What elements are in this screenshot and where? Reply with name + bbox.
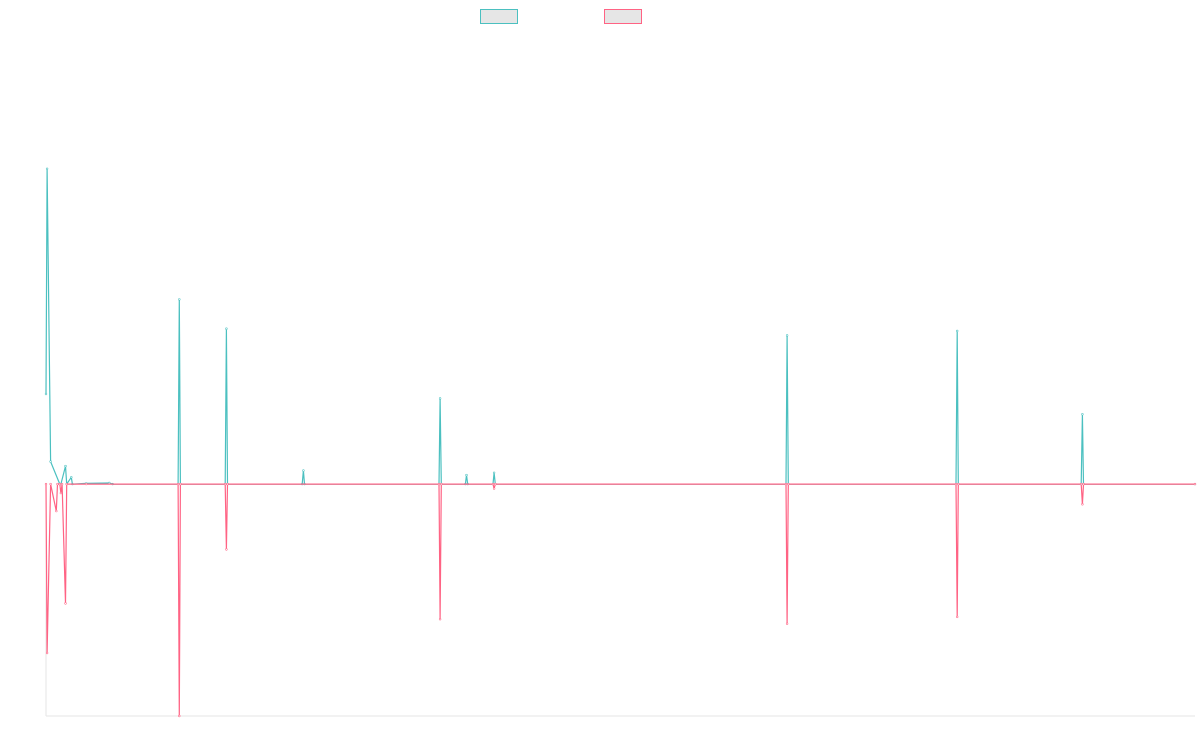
series-1-point[interactable]	[45, 167, 49, 171]
series-1-point[interactable]	[465, 473, 468, 477]
series-2-point[interactable]	[957, 482, 960, 486]
series-1-point[interactable]	[785, 334, 789, 337]
series-1-point[interactable]	[492, 471, 496, 474]
series-2-point[interactable]	[494, 482, 497, 486]
legend-swatch-series-2	[604, 9, 642, 24]
series-2-point[interactable]	[785, 622, 789, 625]
series-2-point[interactable]	[60, 482, 64, 486]
series-2-point[interactable]	[787, 482, 790, 486]
series-1-point[interactable]	[955, 329, 959, 333]
legend-item-series-2[interactable]	[604, 9, 642, 24]
series-2-point[interactable]	[492, 487, 496, 490]
series-2-point[interactable]	[1079, 482, 1083, 486]
series-2-point[interactable]	[49, 482, 52, 486]
series-2-point[interactable]	[45, 651, 49, 655]
series-2-point[interactable]	[1082, 482, 1085, 486]
legend-swatch-series-1	[480, 9, 518, 24]
series-2-point[interactable]	[64, 602, 67, 605]
series-2-point[interactable]	[178, 714, 181, 718]
series-1-point[interactable]	[438, 397, 442, 400]
series-2-point[interactable]	[1193, 482, 1197, 486]
series-2-point[interactable]	[65, 482, 68, 486]
series-1-point[interactable]	[64, 464, 67, 468]
series-2-point[interactable]	[955, 615, 959, 619]
series-2-point[interactable]	[438, 617, 442, 621]
series-2-point[interactable]	[84, 482, 88, 486]
chart-legend	[0, 9, 1200, 27]
series-2-point[interactable]	[55, 509, 58, 513]
series-2-point[interactable]	[56, 482, 59, 486]
series-2-point[interactable]	[176, 482, 180, 486]
series-2-point[interactable]	[954, 482, 958, 486]
series-2-point[interactable]	[179, 482, 182, 486]
series-1-point[interactable]	[225, 327, 228, 330]
series-1-point[interactable]	[70, 476, 73, 479]
series-1-point[interactable]	[302, 469, 305, 472]
series-1-point[interactable]	[49, 460, 52, 463]
series-2-point[interactable]	[491, 482, 495, 486]
series-2-point[interactable]	[58, 482, 61, 486]
series-2-point[interactable]	[784, 482, 788, 486]
series-1-line	[45, 168, 1195, 485]
series-1-point[interactable]	[1081, 413, 1084, 416]
series-1-point[interactable]	[44, 392, 48, 396]
series-2-point[interactable]	[224, 482, 227, 486]
series-2-point[interactable]	[437, 482, 441, 486]
series-2-point[interactable]	[1081, 503, 1084, 506]
series-2-point[interactable]	[59, 491, 63, 495]
series-2-point[interactable]	[44, 482, 48, 486]
series-2-point[interactable]	[440, 482, 443, 486]
series-2-point[interactable]	[225, 548, 228, 551]
series-2-point[interactable]	[226, 482, 229, 486]
series-2-line	[45, 483, 1195, 717]
legend-item-series-1[interactable]	[480, 9, 518, 24]
series-1-point[interactable]	[178, 298, 181, 301]
